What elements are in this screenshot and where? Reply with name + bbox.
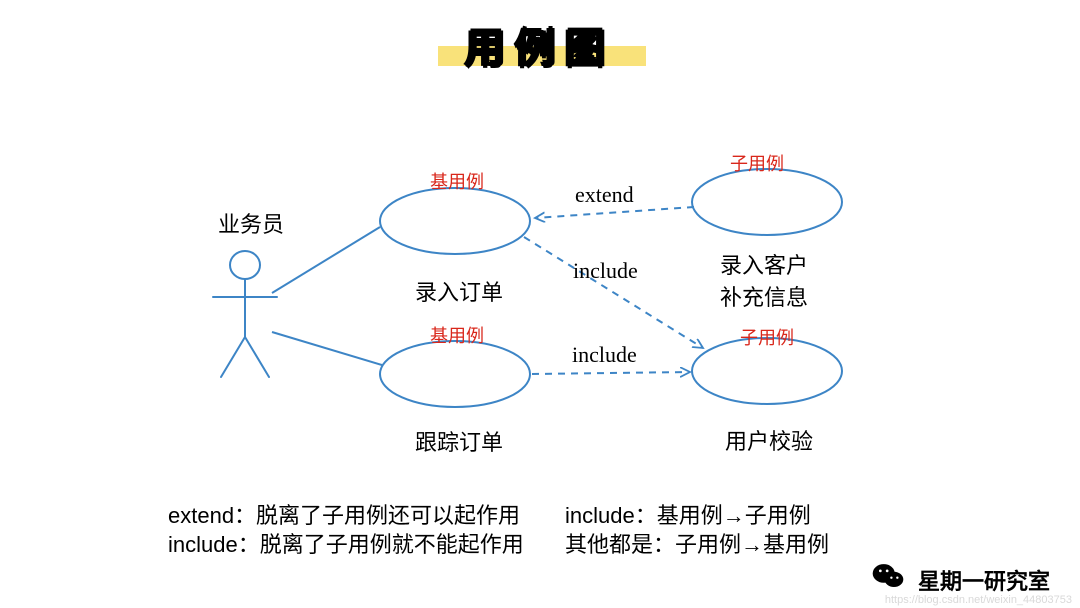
edge-label: extend (575, 182, 634, 208)
footer-right: include：基用例→子用例 其他都是：子用例→基用例 (565, 502, 829, 559)
edge-label: include (572, 342, 637, 368)
footer-left: extend：脱离了子用例还可以起作用 include：脱离了子用例就不能起作用 (168, 502, 524, 559)
usecase-annotation: 子用例 (740, 324, 794, 350)
page-title: 用例图 (465, 16, 615, 74)
usecase-label: 用户校验 (725, 424, 813, 456)
watermark-url: https://blog.csdn.net/weixin_44803753 (885, 594, 1072, 606)
actor-label: 业务员 (218, 207, 284, 239)
wechat-icon (871, 559, 905, 593)
usecase-annotation: 基用例 (430, 322, 484, 348)
usecase-label: 录入订单 (415, 275, 503, 307)
usecase-annotation: 基用例 (430, 168, 484, 194)
usecase-label: 跟踪订单 (415, 425, 503, 457)
usecase-annotation: 子用例 (730, 150, 784, 176)
usecase-label: 录入客户 补充信息 (720, 248, 808, 312)
usecase-diagram (0, 0, 1080, 608)
watermark-text: 星期一研究室 (918, 564, 1050, 596)
edge-label: include (573, 258, 638, 284)
